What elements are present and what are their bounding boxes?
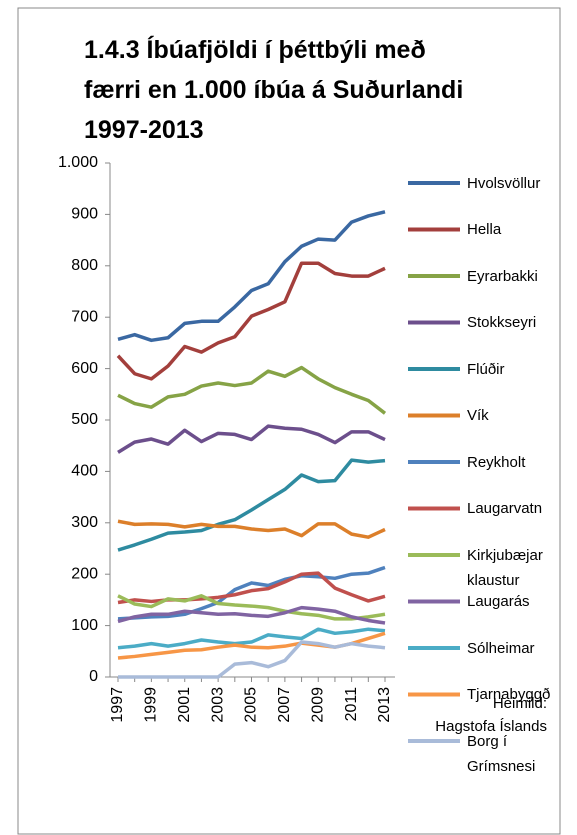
x-tick-label: 2009 — [309, 687, 326, 723]
frame — [17, 7, 561, 835]
title-line: 1997-2013 — [84, 116, 204, 144]
legend-label: Flúðir — [467, 360, 505, 378]
x-tick-label: 1999 — [143, 687, 160, 723]
x-tick-label: 2003 — [209, 687, 226, 723]
x-tick-label: 2001 — [176, 687, 193, 723]
legend-label: Tjarnabyggð — [467, 686, 551, 703]
y-tick-label: 900 — [71, 206, 98, 223]
legend-label: Laugarás — [467, 593, 530, 610]
source: Heimild: — [492, 695, 547, 712]
y-tick-label: 500 — [71, 411, 98, 428]
legend-label: Hella — [467, 221, 502, 238]
legend-label: Vík — [467, 407, 489, 424]
y-tick-label: 600 — [71, 360, 98, 377]
legend-label: Borg í Grímsnesi — [467, 732, 536, 775]
y-tick-label: 100 — [71, 617, 98, 634]
legend-label: Sólheimar — [467, 639, 535, 657]
y-tick-label: 300 — [71, 514, 98, 531]
line-series — [117, 627, 386, 650]
legend-label: Laugarvatn — [467, 500, 543, 517]
y-tick-label: 700 — [71, 308, 98, 325]
chart-title: 1.4.3 Íbúafjöldi í þéttbýli með færri en… — [84, 30, 463, 150]
y-tick-label: 400 — [71, 463, 98, 480]
line-series — [117, 594, 386, 621]
x-tick-label: 2013 — [376, 687, 393, 723]
source: Hagstofa Íslands — [435, 718, 547, 735]
legend-label: Eyrarbakki — [467, 267, 538, 285]
y-tick-label: 1.000 — [58, 154, 98, 171]
line-series — [117, 565, 386, 621]
line-series — [117, 424, 386, 454]
legend-label: Hvolsvöllur — [467, 174, 541, 192]
line-series — [116, 261, 386, 381]
x-tick-label: 1997 — [109, 687, 126, 723]
title-line: færri en 1.000 íbúa á Suðurlandi — [84, 76, 464, 104]
line-series — [117, 365, 387, 415]
x-tick-label: 2005 — [243, 687, 260, 723]
x-tick-label: 2011 — [343, 687, 360, 722]
line-series — [117, 519, 386, 539]
y-tick-label: 0 — [89, 668, 98, 685]
y-tick-label: 800 — [71, 257, 98, 274]
line-series — [117, 605, 386, 625]
x-tick-label: 2007 — [276, 687, 293, 723]
line-series — [117, 210, 386, 343]
line-series — [118, 640, 386, 679]
legend-label: Stokkseyri — [467, 314, 537, 331]
legend-label: Kirkjubæjar klaustur — [467, 546, 543, 589]
legend-label: Reykholt — [467, 453, 526, 471]
y-tick-label: 200 — [71, 565, 98, 582]
line-series — [117, 458, 386, 552]
title-line: 1.4.3 Íbúafjöldi í þéttbýli með — [84, 36, 426, 64]
